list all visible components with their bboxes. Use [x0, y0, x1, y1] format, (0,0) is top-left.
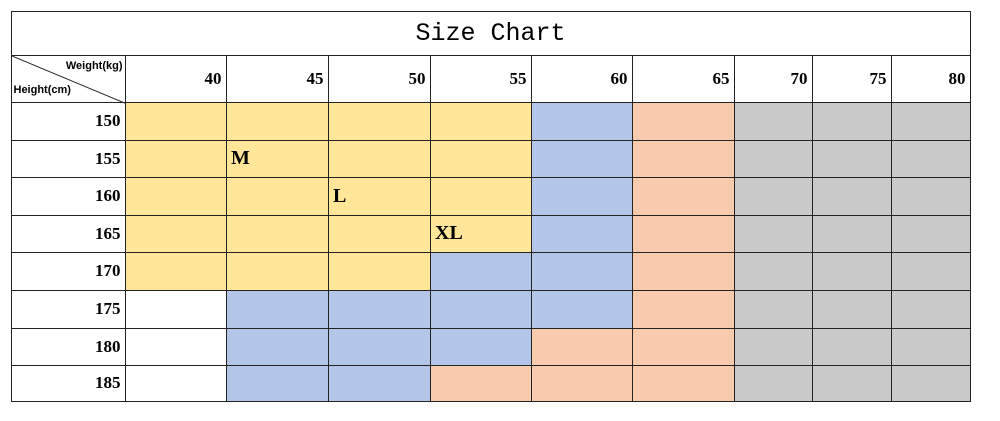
size-cell [733, 327, 813, 366]
size-cell [631, 289, 735, 329]
weight-header: 75 [811, 54, 892, 103]
size-cell [327, 214, 431, 253]
size-cell [811, 101, 892, 141]
size-cell [631, 139, 735, 178]
size-cell [429, 327, 532, 366]
size-cell [811, 176, 892, 216]
size-cell [225, 101, 329, 141]
size-cell [124, 214, 227, 253]
size-cell [530, 251, 633, 291]
height-header: 150 [10, 101, 126, 141]
size-cell [811, 214, 892, 253]
size-cell [530, 176, 633, 216]
height-header: 185 [10, 364, 126, 402]
size-cell [733, 289, 813, 329]
weight-header: 70 [733, 54, 813, 103]
weight-header: 50 [327, 54, 431, 103]
size-cell [124, 176, 227, 216]
size-cell [733, 101, 813, 141]
size-cell [327, 139, 431, 178]
size-cell [124, 139, 227, 178]
corner-cell: Weight(kg) Height(cm) [10, 54, 127, 104]
weight-header: 65 [631, 54, 735, 103]
size-cell [811, 139, 892, 178]
size-cell [890, 176, 971, 216]
size-cell [631, 214, 735, 253]
size-cell [733, 251, 813, 291]
size-label: L [333, 184, 347, 207]
height-header: 165 [10, 214, 126, 253]
size-cell [811, 364, 892, 402]
size-cell [225, 364, 329, 402]
size-cell [225, 251, 329, 291]
size-cell [890, 364, 971, 402]
height-label: Height(cm) [13, 83, 71, 96]
size-cell [631, 364, 735, 402]
size-cell [631, 101, 735, 141]
size-cell [225, 139, 329, 178]
weight-label: Weight(kg) [65, 59, 123, 72]
weight-header: 80 [890, 54, 971, 103]
size-cell [530, 214, 633, 253]
size-cell [429, 289, 532, 329]
size-cell [811, 327, 892, 366]
size-cell [890, 101, 971, 141]
size-cell [327, 327, 431, 366]
size-cell [225, 289, 329, 329]
size-cell [733, 214, 813, 253]
size-cell [631, 327, 735, 366]
size-cell [327, 364, 431, 402]
size-cell [327, 101, 431, 141]
size-cell [327, 289, 431, 329]
size-label: XL [435, 222, 463, 244]
size-cell [890, 251, 971, 291]
size-cell [733, 139, 813, 178]
size-cell [124, 289, 227, 329]
size-cell [811, 251, 892, 291]
size-cell [530, 101, 633, 141]
size-cell [530, 289, 633, 329]
size-cell [631, 176, 735, 216]
height-header: 155 [10, 139, 126, 178]
size-cell [429, 364, 532, 402]
height-header: 180 [10, 327, 126, 366]
size-cell [327, 251, 431, 291]
size-cell [124, 364, 227, 402]
size-cell [225, 176, 329, 216]
size-cell [124, 101, 227, 141]
diagonal [11, 55, 127, 104]
size-cell [429, 251, 532, 291]
size-cell [225, 327, 329, 366]
height-header: 170 [10, 251, 126, 291]
size-cell [733, 364, 813, 402]
size-cell [124, 327, 227, 366]
size-cell [890, 214, 971, 253]
size-cell [530, 139, 633, 178]
weight-header: 45 [225, 54, 329, 103]
size-cell [631, 251, 735, 291]
size-cell [225, 214, 329, 253]
height-header: 160 [10, 176, 126, 216]
size-cell [890, 289, 971, 329]
size-cell [429, 176, 532, 216]
weight-header: 40 [124, 54, 227, 103]
size-cell [733, 176, 813, 216]
title: Size Chart [10, 10, 971, 56]
size-cell [890, 139, 971, 178]
size-cell [429, 101, 532, 141]
weight-header: 55 [429, 54, 532, 103]
size-label: M [231, 147, 250, 169]
size-cell [890, 327, 971, 366]
size-cell [530, 327, 633, 366]
size-cell [811, 289, 892, 329]
size-cell [530, 364, 633, 402]
height-header: 175 [10, 289, 126, 329]
size-cell [429, 139, 532, 178]
weight-header: 60 [530, 54, 633, 103]
size-cell [429, 214, 532, 253]
size-cell [124, 251, 227, 291]
